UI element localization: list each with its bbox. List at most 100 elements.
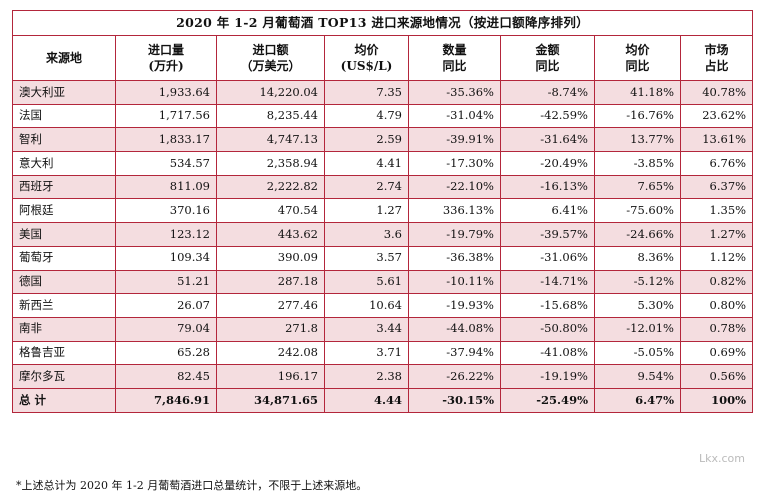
- value-cell: -5.12%: [594, 269, 681, 295]
- column-header-line2: 同比: [535, 59, 560, 73]
- table-row: 美国 123.12 443.62 3.6 -19.79% -39.57% -24.66% 1.…: [12, 222, 754, 247]
- value-cell: 2.59: [324, 127, 409, 153]
- footnote: *上述总计为 2020 年 1-2 月葡萄酒进口总量统计，不限于上述来源地。: [16, 479, 368, 492]
- value-cell: 123.12: [115, 222, 217, 247]
- table-container: 2020 年 1-2 月葡萄酒 TOP13 进口来源地情况（按进口额降序排列） …: [11, 10, 754, 413]
- column-header-line2: 同比: [442, 59, 467, 73]
- value-cell: 100%: [679, 387, 754, 413]
- column-header-line1: 金额: [535, 42, 560, 57]
- table-row: 德国 51.21 287.18 5.61 -10.11% -14.71% -5.12% 0.8…: [12, 269, 754, 295]
- value-cell: 5.61: [324, 269, 409, 295]
- value-cell: 6.76%: [679, 151, 754, 176]
- value-cell: 4.79: [324, 103, 409, 129]
- table-row: 法国 1,717.56 8,235.44 4.79 -31.04% -42.59% -16.…: [12, 103, 754, 129]
- value-cell: 277.46: [216, 293, 325, 318]
- value-cell: -39.91%: [408, 127, 501, 153]
- value-cell: 390.09: [216, 245, 325, 271]
- value-cell: 65.28: [115, 340, 217, 366]
- value-cell: 1.27: [324, 198, 409, 224]
- table-body: 澳大利亚 1,933.64 14,220.04 7.35 -35.36% -8.74% 41…: [12, 80, 754, 413]
- value-cell: 3.57: [324, 245, 409, 271]
- table-row: 意大利 534.57 2,358.94 4.41 -17.30% -20.49% -3.85…: [12, 151, 754, 176]
- table-row: 摩尔多瓦 82.45 196.17 2.38 -26.22% -19.19% 9.54% 0.…: [12, 364, 754, 389]
- value-cell: -42.59%: [500, 103, 595, 129]
- origin-cell: 意大利: [12, 151, 116, 176]
- column-header-line2: (万升): [148, 59, 184, 73]
- watermark: Lkx.com: [699, 452, 745, 465]
- column-header-line2: (US$/L): [340, 59, 393, 73]
- value-cell: -16.13%: [500, 174, 595, 200]
- value-cell: 534.57: [115, 151, 217, 176]
- value-cell: 34,871.65: [216, 387, 325, 413]
- value-cell: 41.18%: [594, 80, 681, 105]
- value-cell: 6.37%: [679, 174, 754, 200]
- origin-cell: 西班牙: [12, 174, 116, 200]
- value-cell: -22.10%: [408, 174, 501, 200]
- value-cell: -41.08%: [500, 340, 595, 366]
- value-cell: 13.61%: [679, 127, 754, 153]
- value-cell: 13.77%: [594, 127, 681, 153]
- column-header-line1: 数量: [442, 42, 467, 57]
- column-header: 市场 占比: [679, 35, 754, 81]
- value-cell: -75.60%: [594, 198, 681, 224]
- value-cell: 7.65%: [594, 174, 681, 200]
- value-cell: 5.30%: [594, 293, 681, 318]
- origin-cell: 新西兰: [12, 293, 116, 318]
- column-header: 均价 同比: [594, 35, 681, 81]
- origin-cell: 法国: [12, 103, 116, 129]
- value-cell: 8,235.44: [216, 103, 325, 129]
- table-row: 智利 1,833.17 4,747.13 2.59 -39.91% -31.64% 13.7…: [12, 127, 754, 153]
- origin-cell: 格鲁吉亚: [12, 340, 116, 366]
- value-cell: 109.34: [115, 245, 217, 271]
- value-cell: 14,220.04: [216, 80, 325, 105]
- column-header: 来源地: [12, 35, 116, 81]
- value-cell: 4.44: [324, 387, 409, 413]
- table-row: 阿根廷 370.16 470.54 1.27 336.13% 6.41% -75.60% 1.…: [12, 198, 754, 224]
- total-row: 总 计 7,846.91 34,871.65 4.44 -30.15% -25.49% 6.…: [12, 387, 754, 413]
- value-cell: 1,833.17: [115, 127, 217, 153]
- value-cell: -19.79%: [408, 222, 501, 247]
- value-cell: -16.76%: [594, 103, 681, 129]
- value-cell: 2.38: [324, 364, 409, 389]
- origin-cell: 阿根廷: [12, 198, 116, 224]
- column-header-line1: 进口量: [147, 42, 184, 57]
- value-cell: 811.09: [115, 174, 217, 200]
- value-cell: 443.62: [216, 222, 325, 247]
- value-cell: 336.13%: [408, 198, 501, 224]
- value-cell: -3.85%: [594, 151, 681, 176]
- wine-import-table: 2020 年 1-2 月葡萄酒 TOP13 进口来源地情况（按进口额降序排列） …: [11, 10, 754, 413]
- table-row: 格鲁吉亚 65.28 242.08 3.71 -37.94% -41.08% -5.05% 0…: [12, 340, 754, 366]
- value-cell: -35.36%: [408, 80, 501, 105]
- value-cell: 1.35%: [679, 198, 754, 224]
- column-header: 进口量 (万升): [115, 35, 217, 81]
- value-cell: -31.04%: [408, 103, 501, 129]
- origin-cell: 美国: [12, 222, 116, 247]
- value-cell: 0.78%: [679, 316, 754, 342]
- table-row: 西班牙 811.09 2,222.82 2.74 -22.10% -16.13% 7.65%…: [12, 174, 754, 200]
- value-cell: 242.08: [216, 340, 325, 366]
- value-cell: 0.80%: [679, 293, 754, 318]
- value-cell: -24.66%: [594, 222, 681, 247]
- value-cell: 3.6: [324, 222, 409, 247]
- header-row: 来源地 进口量 (万升) 进口额 （万美元） 均价 (US$/L) 数量 同比 金额 同比 均价 同比市…: [12, 35, 754, 81]
- value-cell: 23.62%: [679, 103, 754, 129]
- column-header: 数量 同比: [408, 35, 501, 81]
- origin-cell: 总 计: [12, 387, 116, 413]
- table-title: 2020 年 1-2 月葡萄酒 TOP13 进口来源地情况（按进口额降序排列）: [11, 10, 754, 36]
- value-cell: -10.11%: [408, 269, 501, 295]
- value-cell: 7.35: [324, 80, 409, 105]
- value-cell: 51.21: [115, 269, 217, 295]
- value-cell: 0.69%: [679, 340, 754, 366]
- value-cell: 6.41%: [500, 198, 595, 224]
- value-cell: 0.82%: [679, 269, 754, 295]
- column-header-line1: 均价: [625, 42, 650, 57]
- value-cell: 8.36%: [594, 245, 681, 271]
- value-cell: 79.04: [115, 316, 217, 342]
- value-cell: -8.74%: [500, 80, 595, 105]
- column-header-line1: 进口额: [252, 42, 289, 57]
- value-cell: -36.38%: [408, 245, 501, 271]
- value-cell: -19.19%: [500, 364, 595, 389]
- value-cell: 470.54: [216, 198, 325, 224]
- value-cell: 287.18: [216, 269, 325, 295]
- value-cell: -19.93%: [408, 293, 501, 318]
